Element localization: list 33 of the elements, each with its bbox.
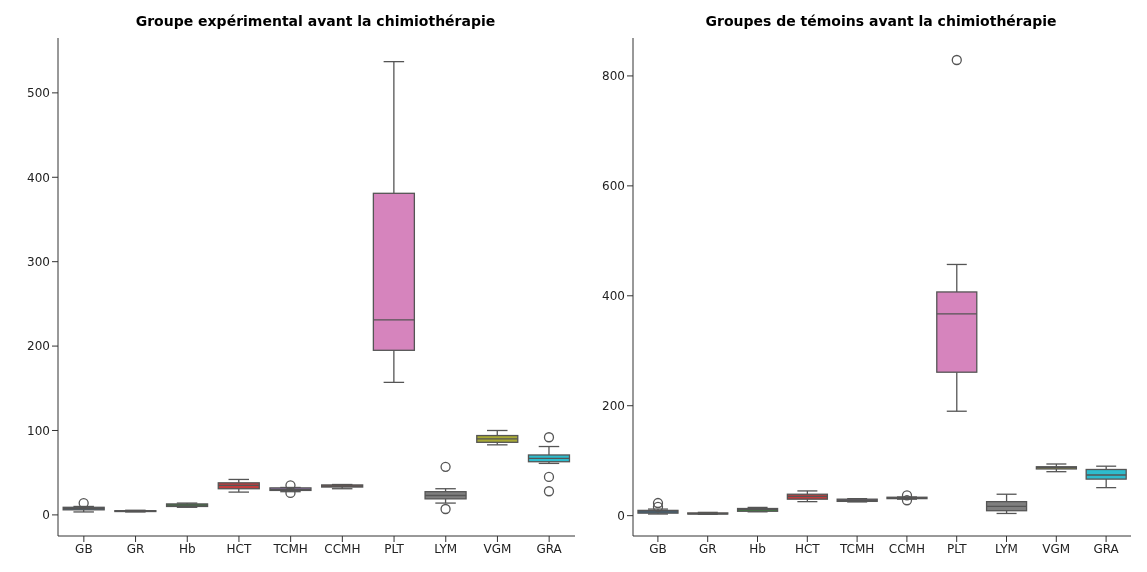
x-tick-label: CCMH (888, 541, 925, 556)
x-tick-label: LYM (434, 541, 458, 556)
y-tick-label: 0 (42, 508, 50, 523)
x-tick-label: TCMH (272, 541, 308, 556)
x-tick-label: VGM (1042, 541, 1071, 556)
x-tick-label: HCT (794, 541, 821, 556)
y-tick-label: 400 (27, 170, 50, 185)
x-tick-label: TCMH (838, 541, 875, 556)
x-tick-label: GB (649, 541, 667, 556)
x-tick-label: CCMH (324, 541, 361, 556)
y-tick-label: 300 (27, 254, 50, 269)
x-tick-label: GB (75, 541, 93, 556)
x-tick-label: LYM (995, 541, 1018, 556)
x-tick-label: PLT (384, 541, 405, 556)
y-tick-label: 200 (27, 339, 50, 354)
x-tick-label: GR (698, 541, 717, 556)
x-tick-label: GRA (536, 541, 563, 556)
y-tick-label: 400 (602, 289, 625, 304)
y-tick-label: 100 (27, 423, 50, 438)
chart-title: Groupes de témoins avant la chimiothérapie (704, 12, 1058, 31)
x-tick-label: PLT (946, 541, 968, 556)
y-tick-label: 0 (617, 508, 625, 523)
y-tick-label: 600 (602, 179, 625, 194)
x-tick-label: GR (126, 541, 145, 556)
x-tick-label: HCT (226, 541, 252, 556)
y-tick-label: 200 (602, 398, 625, 413)
x-tick-label: GRA (1093, 541, 1120, 556)
chart-title: Groupe expérimental avant la chimiothérapie (134, 12, 497, 31)
y-tick-label: 800 (602, 69, 625, 84)
x-tick-label: VGM (483, 541, 512, 556)
y-tick-label: 500 (27, 86, 50, 101)
x-tick-label: Hb (178, 541, 196, 556)
x-tick-label: Hb (749, 541, 766, 556)
